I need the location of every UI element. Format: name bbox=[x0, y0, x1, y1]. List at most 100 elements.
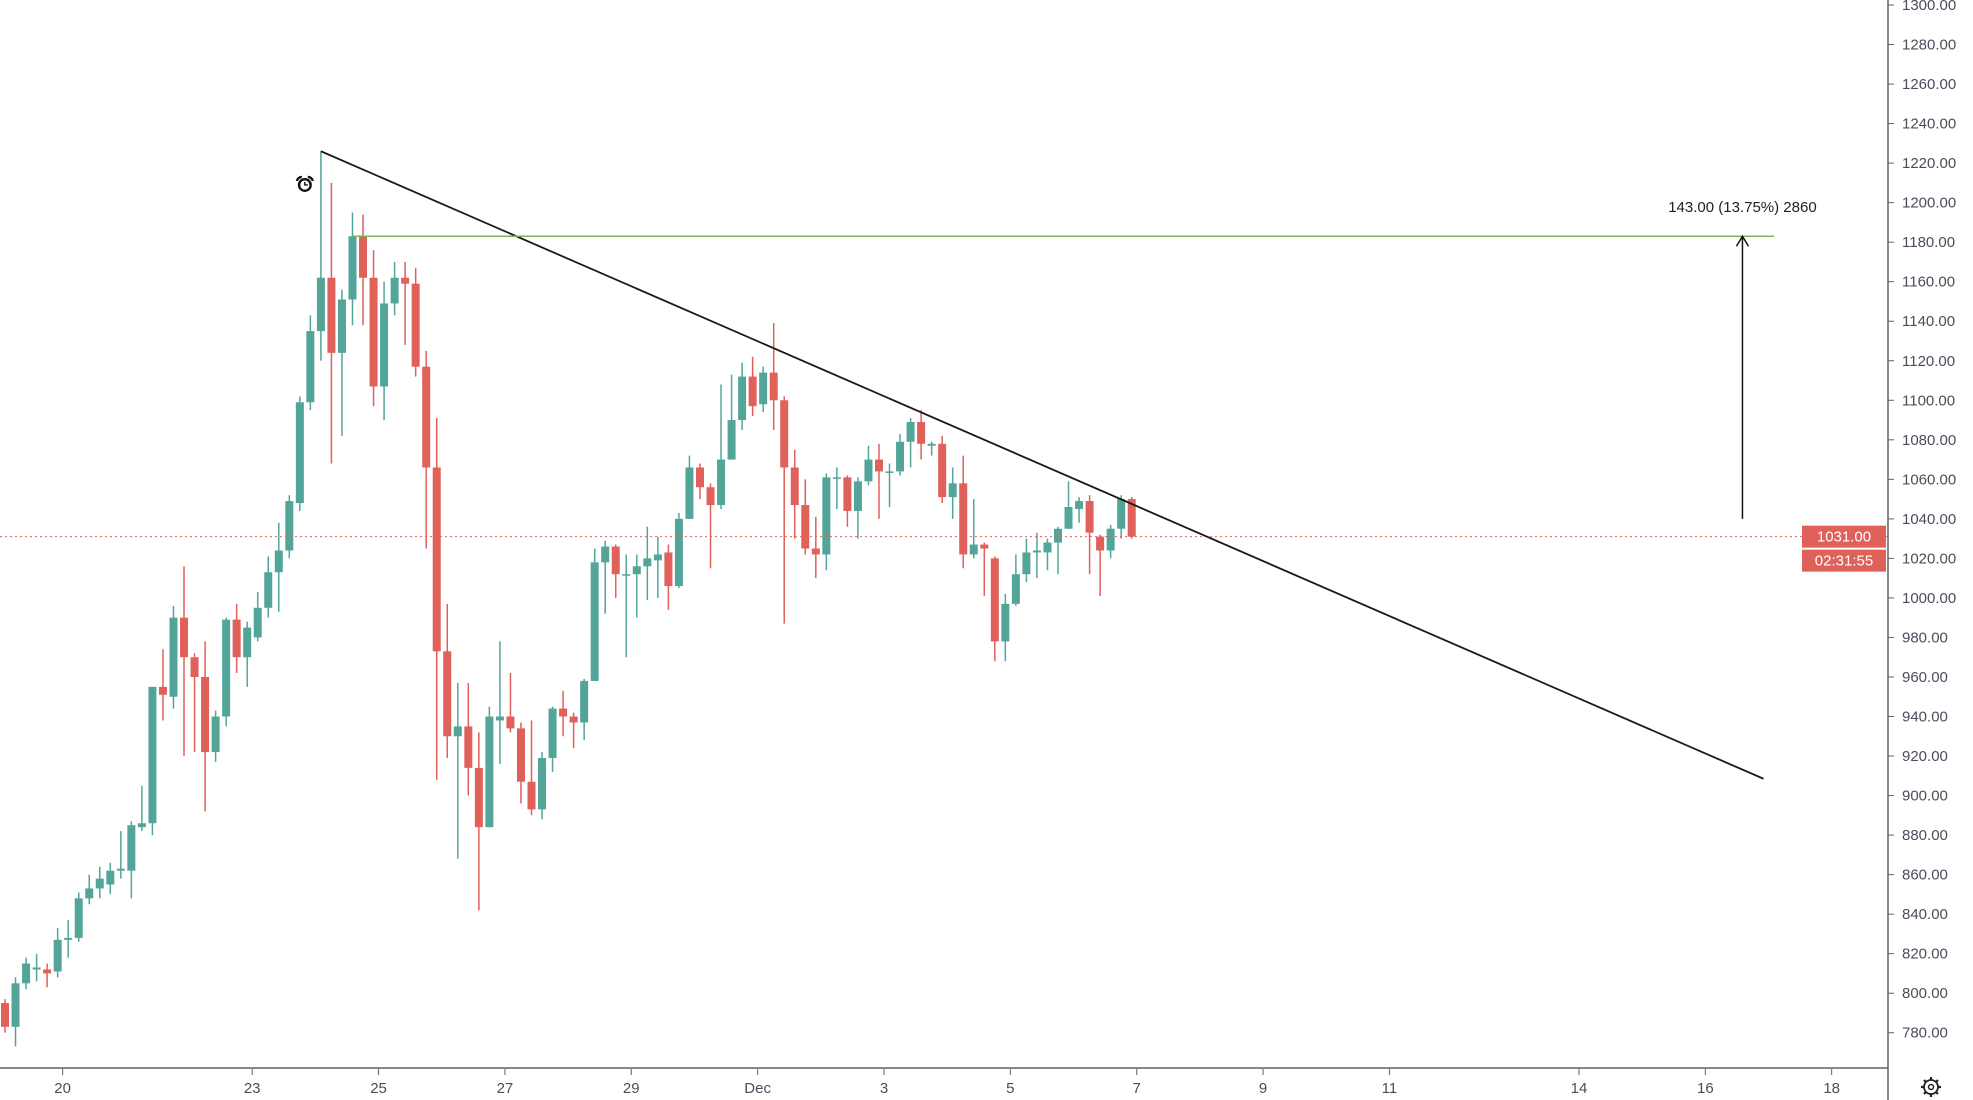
candle bbox=[137, 785, 146, 832]
last-price-badges: 1031.00 02:31:55 bbox=[1802, 525, 1886, 572]
price-tick-label: 1240.00 bbox=[1902, 116, 1956, 133]
candle bbox=[1106, 524, 1115, 559]
candle-body-up bbox=[727, 420, 736, 460]
candle bbox=[327, 182, 336, 464]
candle-body-down bbox=[843, 477, 852, 511]
candle bbox=[959, 455, 968, 569]
candle-body-down bbox=[43, 969, 52, 974]
candle bbox=[1, 999, 9, 1033]
candle bbox=[432, 418, 441, 780]
candle bbox=[1117, 495, 1126, 539]
candle-body-up bbox=[927, 443, 936, 446]
candle-body-up bbox=[1106, 528, 1115, 551]
candle bbox=[201, 641, 210, 812]
price-axis[interactable]: 780.00 800.00 820.00 840.00 860.00 880.00 900.… bbox=[1888, 0, 1956, 1042]
candle-body-up bbox=[74, 898, 83, 938]
price-tick-label: 1300.00 bbox=[1902, 0, 1956, 14]
candle bbox=[790, 449, 799, 539]
candle bbox=[1032, 532, 1041, 579]
candle-body-up bbox=[264, 572, 273, 608]
candle bbox=[569, 712, 578, 749]
candle-body-down bbox=[790, 467, 799, 506]
candle-body-up bbox=[1001, 603, 1010, 642]
time-tick-label: 23 bbox=[244, 1080, 261, 1097]
candle-body-up bbox=[137, 823, 146, 828]
candle bbox=[443, 603, 452, 759]
price-tick-label: 1260.00 bbox=[1902, 76, 1956, 93]
candle-body-up bbox=[116, 868, 125, 871]
price-tick-label: 1020.00 bbox=[1902, 550, 1956, 567]
candle bbox=[232, 603, 241, 674]
candle-body-down bbox=[1, 1003, 9, 1027]
candle bbox=[222, 617, 231, 727]
price-tick-label: 1000.00 bbox=[1902, 590, 1956, 607]
candle-body-up bbox=[348, 236, 357, 300]
price-tick-label: 1160.00 bbox=[1902, 274, 1955, 291]
time-tick-label: 14 bbox=[1571, 1080, 1588, 1097]
candle bbox=[906, 418, 915, 468]
candle bbox=[706, 483, 715, 569]
candle-body-down bbox=[201, 676, 210, 753]
candle bbox=[190, 653, 199, 753]
candle bbox=[43, 963, 52, 988]
candle bbox=[548, 706, 557, 772]
measure-arrow-head-icon bbox=[1735, 234, 1750, 247]
time-axis[interactable]: 20 23 25 27 29 Dec 3 5 7 9 11 14 16 18 bbox=[54, 1069, 1840, 1097]
time-tick-label: 9 bbox=[1259, 1080, 1267, 1097]
candle-body-down bbox=[190, 657, 199, 677]
candle bbox=[780, 396, 789, 624]
candle-body-down bbox=[1127, 499, 1136, 537]
measure-label: 143.00 (13.75%) 2860 bbox=[1668, 199, 1816, 216]
candle-body-up bbox=[106, 870, 115, 885]
price-tick-label: 1140.00 bbox=[1902, 313, 1955, 330]
candle bbox=[874, 443, 883, 519]
price-tick-label: 800.00 bbox=[1902, 985, 1948, 1002]
alarm-clock-icon bbox=[295, 175, 315, 192]
candle-body-down bbox=[748, 376, 757, 407]
candle-body-down bbox=[769, 372, 778, 401]
candle-body-up bbox=[85, 888, 94, 899]
price-tick-label: 980.00 bbox=[1902, 629, 1948, 646]
candle-body-down bbox=[980, 544, 989, 549]
candle-body-down bbox=[695, 467, 704, 488]
candle-body-up bbox=[316, 277, 325, 332]
candle bbox=[11, 977, 20, 1047]
time-tick-label: 29 bbox=[623, 1080, 640, 1097]
time-tick-label: 3 bbox=[880, 1080, 888, 1097]
time-tick-label: Dec bbox=[744, 1080, 771, 1097]
alarm-clock-hands bbox=[304, 181, 308, 186]
candle bbox=[601, 540, 610, 614]
candle bbox=[380, 281, 389, 421]
candle bbox=[822, 473, 831, 571]
candle-body-up bbox=[32, 967, 41, 970]
candle bbox=[611, 544, 620, 598]
countdown-badge bbox=[1802, 549, 1886, 572]
candle-body-down bbox=[559, 708, 568, 717]
price-tick-label: 960.00 bbox=[1902, 669, 1948, 686]
candle-body-up bbox=[653, 554, 662, 561]
candle bbox=[1075, 497, 1084, 523]
candle-body-up bbox=[495, 716, 504, 721]
candles-layer bbox=[1, 151, 1136, 1047]
candle bbox=[359, 214, 368, 326]
price-tick-label: 900.00 bbox=[1902, 788, 1948, 805]
candle-body-up bbox=[1064, 507, 1073, 529]
candle-body-up bbox=[53, 939, 62, 972]
price-tick-label: 1200.00 bbox=[1902, 195, 1956, 212]
candle-body-down bbox=[611, 546, 620, 575]
price-tick-label: 1280.00 bbox=[1902, 37, 1956, 54]
candle-body-up bbox=[1043, 542, 1052, 553]
candle bbox=[464, 682, 473, 796]
price-tick-label: 860.00 bbox=[1902, 867, 1948, 884]
candle bbox=[695, 463, 704, 500]
candle bbox=[369, 250, 378, 407]
settings-gear-icon[interactable] bbox=[1921, 1077, 1941, 1097]
candle bbox=[348, 212, 357, 326]
candle bbox=[864, 445, 873, 486]
candle-body-down bbox=[516, 728, 525, 782]
candle-body-up bbox=[969, 544, 978, 555]
candle bbox=[1064, 481, 1073, 529]
price-tick-label: 780.00 bbox=[1902, 1025, 1948, 1042]
candle bbox=[632, 554, 641, 618]
